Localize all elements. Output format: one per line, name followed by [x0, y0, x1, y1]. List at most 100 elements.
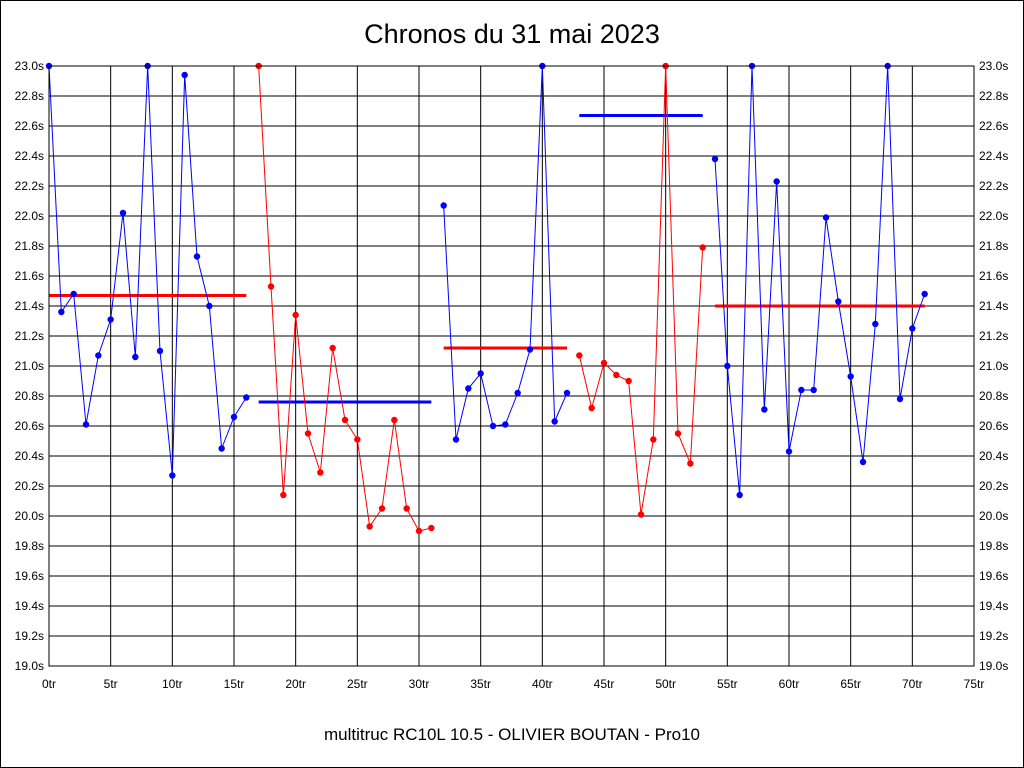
x-tick-label: 0tr	[42, 677, 56, 691]
x-tick-label: 60tr	[779, 677, 800, 691]
y-tick-label-left: 22.8s	[15, 89, 44, 103]
y-tick-label-right: 23.0s	[979, 59, 1008, 73]
y-tick-label-left: 20.0s	[15, 509, 44, 523]
y-tick-label-left: 19.0s	[15, 659, 44, 673]
series-layer	[45, 62, 928, 535]
series-line	[714, 65, 926, 496]
data-point	[674, 430, 682, 437]
x-tick-label: 45tr	[594, 677, 615, 691]
data-point	[119, 209, 127, 217]
y-tick-label-right: 19.0s	[979, 659, 1008, 673]
data-point	[354, 436, 361, 443]
x-tick-label: 30tr	[409, 677, 430, 691]
y-tick-label-left: 21.0s	[15, 359, 44, 373]
data-point	[514, 389, 521, 397]
y-tick-label-right: 19.2s	[979, 629, 1008, 643]
data-point	[724, 362, 731, 370]
data-point	[304, 430, 312, 437]
data-point	[637, 511, 645, 518]
data-point	[613, 371, 620, 379]
x-tick-label: 15tr	[224, 677, 245, 691]
data-point	[859, 458, 867, 466]
y-tick-label-left: 20.8s	[15, 389, 44, 403]
y-tick-label-left: 20.2s	[15, 479, 44, 493]
data-point	[206, 302, 213, 310]
y-tick-label-right: 22.4s	[979, 149, 1008, 163]
y-tick-label-left: 21.2s	[15, 329, 44, 343]
data-point	[58, 308, 65, 316]
data-point	[95, 352, 102, 359]
y-tick-label-right: 21.0s	[979, 359, 1008, 373]
y-tick-label-right: 20.4s	[979, 449, 1008, 463]
data-point	[378, 505, 386, 512]
y-tick-label-right: 21.4s	[979, 299, 1008, 313]
data-point	[798, 386, 805, 394]
x-tick-label: 20tr	[285, 677, 306, 691]
x-tick-label: 55tr	[717, 677, 738, 691]
data-point	[132, 353, 139, 361]
x-tick-label: 65tr	[840, 677, 861, 691]
data-point	[156, 347, 164, 355]
data-point	[366, 523, 373, 530]
series-line	[258, 65, 432, 532]
data-point	[341, 416, 349, 424]
data-point	[909, 325, 916, 332]
x-tick-label: 25tr	[347, 677, 368, 691]
data-point	[563, 389, 571, 397]
y-tick-label-right: 19.8s	[979, 539, 1008, 553]
data-point	[169, 472, 176, 479]
data-point	[267, 283, 275, 290]
data-point	[588, 404, 595, 412]
y-tick-label-right: 21.6s	[979, 269, 1008, 283]
data-point	[576, 352, 583, 359]
x-tick-label: 35tr	[470, 677, 491, 691]
data-point	[465, 385, 472, 392]
data-point	[810, 386, 817, 394]
data-point	[403, 505, 410, 512]
data-point	[551, 418, 558, 425]
y-tick-label-left: 22.2s	[15, 179, 44, 193]
data-point	[317, 469, 324, 476]
y-tick-label-left: 21.8s	[15, 239, 44, 253]
y-tick-label-left: 19.8s	[15, 539, 44, 553]
y-tick-label-left: 20.6s	[15, 419, 44, 433]
data-point	[415, 527, 423, 535]
y-tick-label-right: 19.6s	[979, 569, 1008, 583]
data-point	[600, 359, 608, 367]
x-tick-label: 50tr	[655, 677, 676, 691]
data-point	[280, 491, 287, 499]
data-point	[181, 71, 188, 79]
y-tick-label-left: 21.6s	[15, 269, 44, 283]
y-tick-label-right: 20.6s	[979, 419, 1008, 433]
data-point	[761, 406, 768, 413]
x-tick-label: 70tr	[902, 677, 923, 691]
data-point	[489, 422, 497, 430]
series-line	[48, 65, 247, 476]
data-point	[193, 253, 201, 260]
y-tick-label-right: 22.8s	[979, 89, 1008, 103]
data-point	[440, 202, 447, 209]
y-tick-label-left: 22.0s	[15, 209, 44, 223]
data-point	[502, 421, 509, 428]
y-tick-label-right: 20.0s	[979, 509, 1008, 523]
y-tick-label-right: 21.2s	[979, 329, 1008, 343]
data-point	[650, 436, 657, 443]
data-point	[428, 524, 435, 532]
y-tick-label-left: 19.4s	[15, 599, 44, 613]
data-point	[921, 290, 928, 298]
data-point	[329, 344, 336, 352]
y-tick-label-left: 22.6s	[15, 119, 44, 133]
y-tick-label-right: 22.2s	[979, 179, 1008, 193]
y-tick-label-right: 22.6s	[979, 119, 1008, 133]
y-tick-label-left: 22.4s	[15, 149, 44, 163]
data-point	[477, 370, 484, 377]
data-point	[526, 346, 534, 353]
y-tick-label-right: 19.4s	[979, 599, 1008, 613]
y-tick-label-left: 21.4s	[15, 299, 44, 313]
data-point	[699, 244, 706, 251]
grid	[48, 65, 975, 667]
x-tick-label: 40tr	[532, 677, 553, 691]
y-tick-label-right: 22.0s	[979, 209, 1008, 223]
data-point	[896, 395, 904, 403]
